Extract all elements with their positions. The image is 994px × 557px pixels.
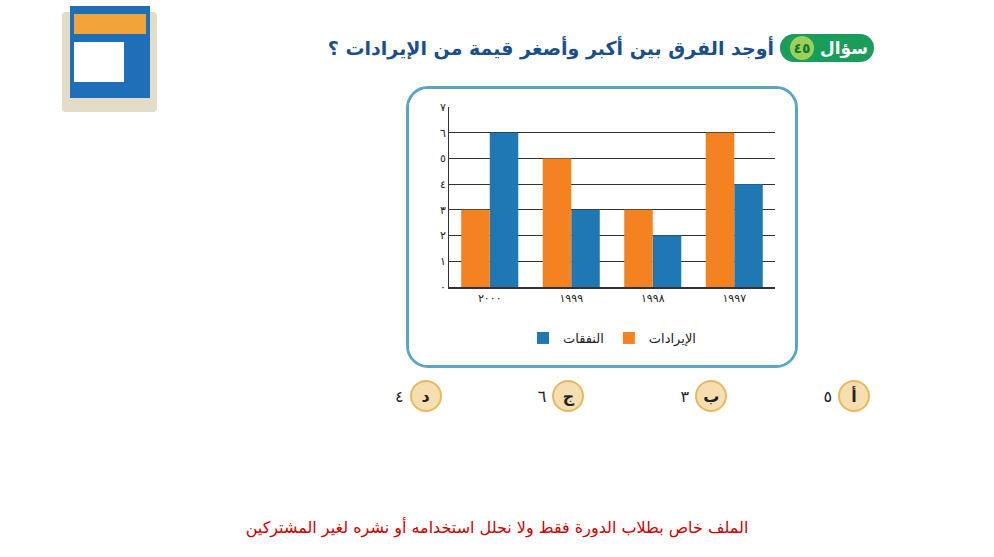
svg-text:٦: ٦ xyxy=(440,127,446,140)
html-text:د: د xyxy=(421,386,430,406)
html-text:أ: أ xyxy=(851,386,857,406)
html-text:أوجد الفرق بين أكبر وأصغر قيمة: أوجد الفرق بين أكبر وأصغر قيمة من الإيرا… xyxy=(327,37,774,59)
html-text:ج: ج xyxy=(562,386,575,406)
html-text:ب: ب xyxy=(703,386,720,406)
svg-text:الإيرادات: الإيرادات xyxy=(649,331,696,347)
svg-text:٢: ٢ xyxy=(440,229,446,242)
html-text:سؤال: سؤال xyxy=(820,38,868,58)
html-text:٦: ٦ xyxy=(537,386,547,406)
svg-text:النفقات: النفقات xyxy=(563,331,604,346)
html-text:الملف خاص بطلاب الدورة فقط ولا: الملف خاص بطلاب الدورة فقط ولا نحلل استخ… xyxy=(245,518,749,537)
svg-text:٣: ٣ xyxy=(440,204,446,217)
svg-text:١٩٩٨: ١٩٩٨ xyxy=(641,292,665,305)
svg-text:٧: ٧ xyxy=(440,101,446,114)
html-text:٤٥: ٤٥ xyxy=(793,40,811,56)
svg-text:٠: ٠ xyxy=(440,281,446,294)
svg-text:٤: ٤ xyxy=(440,178,446,191)
html-text:٥: ٥ xyxy=(823,386,832,406)
svg-text:٥: ٥ xyxy=(440,152,446,165)
svg-text:١٩٩٩: ١٩٩٩ xyxy=(559,292,583,305)
svg-text:١: ١ xyxy=(440,255,446,268)
svg-text:٢٠٠٠: ٢٠٠٠ xyxy=(478,292,502,305)
svg-text:١٩٩٧: ١٩٩٧ xyxy=(722,292,746,305)
html-text:٣: ٣ xyxy=(680,386,690,406)
html-text:٤: ٤ xyxy=(395,386,404,406)
